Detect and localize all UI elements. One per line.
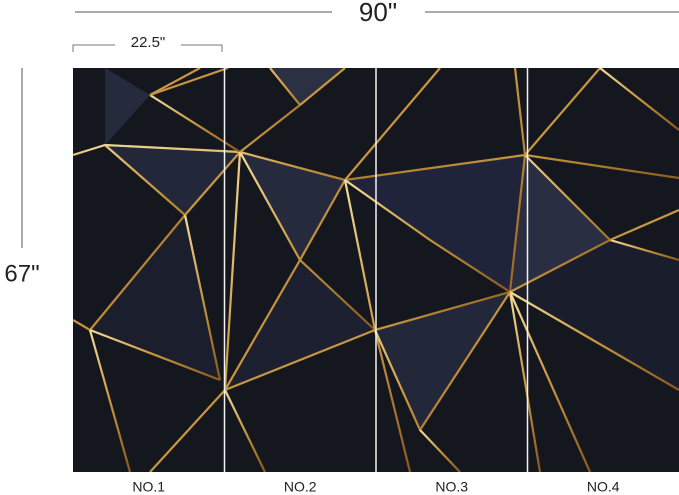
facet xyxy=(510,155,610,292)
gold-line xyxy=(149,68,229,97)
panel-label: NO.4 xyxy=(587,479,620,495)
panel-label: NO.2 xyxy=(284,479,317,495)
gold-line xyxy=(599,68,679,131)
gold-line xyxy=(524,68,601,156)
facet xyxy=(105,145,240,215)
gold-line xyxy=(508,291,592,472)
height-label: 67" xyxy=(4,260,39,287)
facet xyxy=(345,155,525,292)
label-bg xyxy=(115,34,181,52)
facet xyxy=(105,68,150,145)
facet xyxy=(240,152,345,260)
gold-line xyxy=(89,328,221,382)
gold-line xyxy=(73,144,187,332)
gold-line xyxy=(149,389,226,472)
gold-line xyxy=(344,179,511,293)
panel-label: NO.3 xyxy=(435,479,468,495)
panel-dividers xyxy=(223,68,529,472)
wallpaper xyxy=(73,68,679,472)
facet xyxy=(270,68,345,105)
facet xyxy=(225,260,375,390)
gold-line xyxy=(184,151,241,216)
gold-line xyxy=(374,68,527,332)
gold-line xyxy=(224,328,376,392)
gold-line xyxy=(73,143,679,182)
gold-line xyxy=(239,151,376,331)
panel-label: NO.1 xyxy=(132,479,165,495)
gold-line xyxy=(419,429,461,472)
gold-line xyxy=(223,151,346,392)
facet xyxy=(510,240,679,390)
gold-line xyxy=(609,208,679,242)
gold-line xyxy=(299,68,346,106)
gold-line xyxy=(149,68,201,96)
gold-line xyxy=(609,238,679,262)
gold-line xyxy=(183,214,222,381)
facet xyxy=(375,292,510,430)
gold-line xyxy=(344,68,441,181)
facets xyxy=(90,68,679,430)
width-label: 90" xyxy=(359,0,397,27)
panel-width-label: 22.5" xyxy=(131,34,166,51)
facet xyxy=(90,215,220,380)
gold-line xyxy=(224,389,266,472)
panel-labels: NO.1 NO.2 NO.3 NO.4 xyxy=(132,479,619,495)
gold-line xyxy=(509,291,679,391)
gold-line xyxy=(88,329,132,472)
gold-lines xyxy=(73,68,679,472)
gold-line xyxy=(508,291,542,472)
